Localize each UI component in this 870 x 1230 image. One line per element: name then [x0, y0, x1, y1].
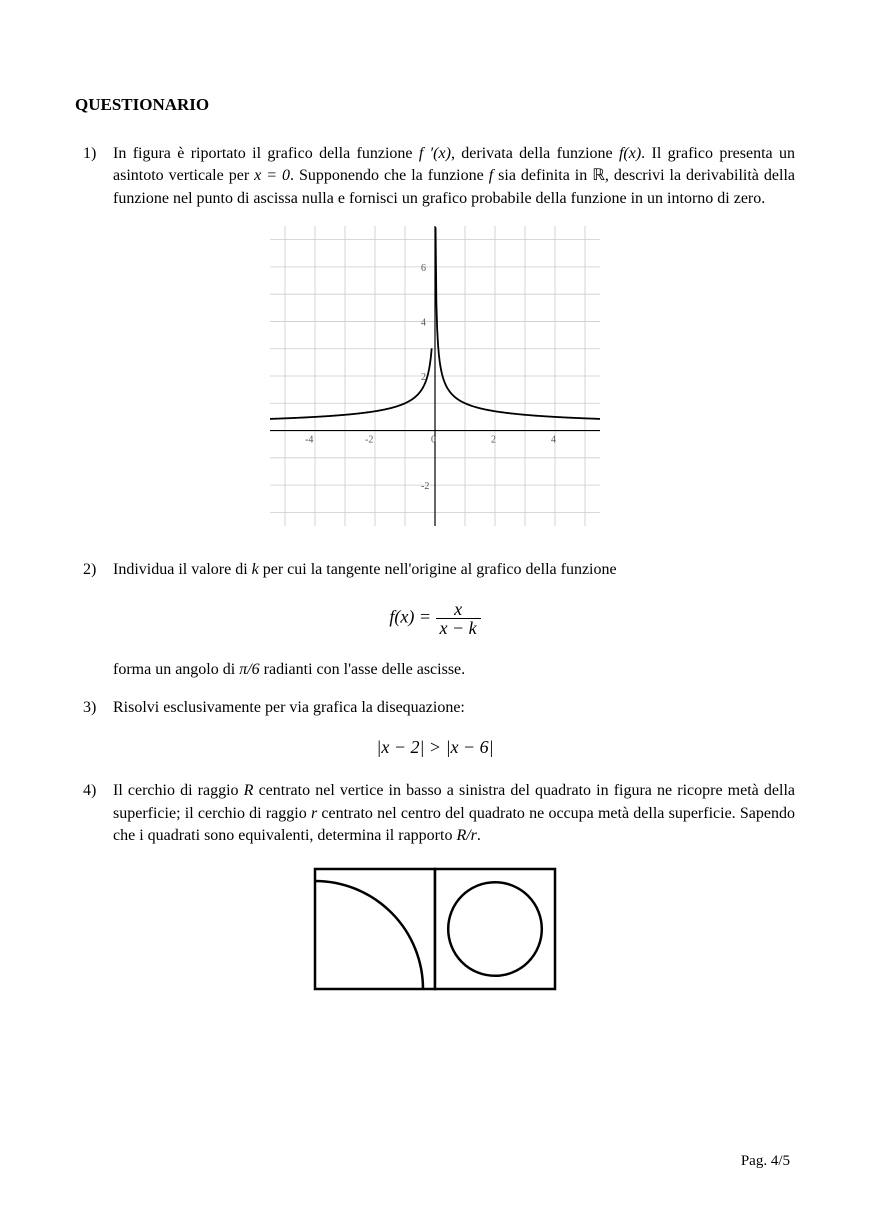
svg-text:-2: -2: [365, 435, 373, 446]
question-4-number: 4): [75, 780, 113, 847]
question-2: 2) Individua il valore di k per cui la t…: [75, 559, 795, 581]
question-4-text: Il cerchio di raggio R centrato nel vert…: [113, 780, 795, 847]
svg-text:0: 0: [431, 435, 436, 446]
question-1-text: In figura è riportato il grafico della f…: [113, 143, 795, 210]
question-3: 3) Risolvi esclusivamente per via grafic…: [75, 697, 795, 719]
svg-text:2: 2: [491, 435, 496, 446]
formula-fraction: xx − k: [436, 600, 481, 637]
section-title: QUESTIONARIO: [75, 95, 795, 115]
question-3-number: 3): [75, 697, 113, 719]
question-1: 1) In figura è riportato il grafico dell…: [75, 143, 795, 210]
question-2-number: 2): [75, 559, 113, 581]
formula-lhs: f(x) =: [389, 606, 435, 626]
question-2-text: Individua il valore di k per cui la tang…: [113, 559, 795, 581]
derivative-graph-svg: -4-2024-2246: [270, 226, 600, 526]
svg-text:6: 6: [421, 263, 426, 274]
squares-figure: [75, 866, 795, 997]
question-3-text: Risolvi esclusivamente per via grafica l…: [113, 697, 795, 719]
derivative-graph: -4-2024-2246: [75, 226, 795, 531]
svg-text:4: 4: [551, 435, 556, 446]
page-number: Pag. 4/5: [741, 1153, 790, 1170]
question-1-number: 1): [75, 143, 113, 210]
svg-text:4: 4: [421, 318, 426, 329]
svg-text:-4: -4: [305, 435, 313, 446]
svg-text:-2: -2: [421, 481, 429, 492]
question-2-tail-text: forma un angolo di π/6 radianti con l'as…: [113, 659, 795, 681]
question-3-formula: |x − 2| > |x − 6|: [75, 737, 795, 758]
squares-figure-svg: [312, 866, 558, 992]
question-2-formula: f(x) = xx − k: [75, 600, 795, 637]
question-2-tail: forma un angolo di π/6 radianti con l'as…: [75, 659, 795, 681]
question-4: 4) Il cerchio di raggio R centrato nel v…: [75, 780, 795, 847]
